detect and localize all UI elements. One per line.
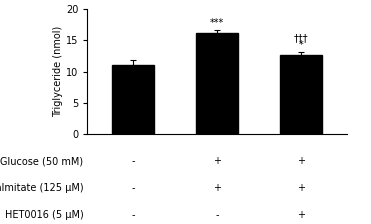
Bar <box>280 55 322 134</box>
Y-axis label: Triglyceride (nmol): Triglyceride (nmol) <box>53 26 63 117</box>
Text: -: - <box>131 183 135 193</box>
Text: +: + <box>297 210 305 220</box>
Text: +: + <box>297 156 305 166</box>
Text: -: - <box>215 210 219 220</box>
Text: †††: ††† <box>293 33 308 43</box>
Text: *: * <box>298 40 303 50</box>
Text: Glucose (50 mM): Glucose (50 mM) <box>0 156 83 166</box>
Text: HET0016 (5 μM): HET0016 (5 μM) <box>5 210 83 220</box>
Text: +: + <box>213 156 221 166</box>
Text: +: + <box>213 183 221 193</box>
Text: -: - <box>131 156 135 166</box>
Text: Palmitate (125 μM): Palmitate (125 μM) <box>0 183 83 193</box>
Text: +: + <box>297 183 305 193</box>
Text: -: - <box>131 210 135 220</box>
Bar <box>196 33 238 134</box>
Text: ***: *** <box>210 18 224 28</box>
Bar <box>112 65 154 134</box>
